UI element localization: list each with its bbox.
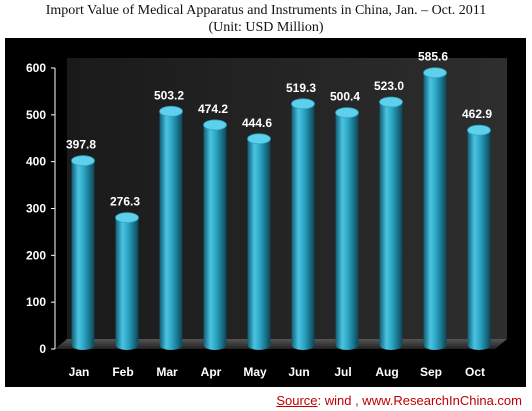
x-tick-label: Jul [334,365,351,379]
bar-top-cap [159,105,183,117]
bar-top-cap [379,96,403,108]
data-label: 585.6 [418,50,448,64]
source-text: : wind , www.ResearchInChina.com [317,393,522,408]
bar-jun [291,98,315,351]
bar-jul [335,107,359,351]
bar-body [71,160,95,350]
bar-body [379,102,403,350]
bar-body [291,103,315,351]
bar-body [203,124,227,350]
data-label: 503.2 [154,88,184,102]
data-label: 474.2 [198,102,228,116]
bar-apr [203,119,227,350]
bar-jan [71,155,95,350]
bar-top-cap [71,155,95,167]
y-tick-label: 200 [26,248,46,262]
bar-body [335,112,359,351]
bar-body [115,217,139,350]
y-tick-label: 400 [26,155,46,169]
bar-may [247,133,271,350]
bar-sep [423,67,447,350]
bar-top-cap [203,119,227,131]
bar-top-cap [291,98,315,110]
x-tick-label: Jan [69,365,90,379]
bar-top-cap [467,124,491,136]
x-tick-label: Feb [112,365,133,379]
data-label: 444.6 [242,116,272,130]
data-label: 519.3 [286,81,316,95]
source-note: Source: wind , www.ResearchInChina.com [276,393,522,408]
chart-title: Import Value of Medical Apparatus and In… [45,3,487,18]
bar-top-cap [115,212,139,223]
data-label: 462.9 [462,107,492,121]
y-tick-label: 0 [39,342,46,356]
bar-body [467,130,491,350]
x-tick-label: Oct [465,365,485,379]
source-label: Source [276,393,318,408]
data-label: 523.0 [374,79,404,93]
x-tick-label: Sep [420,365,442,379]
y-tick-label: 600 [26,61,46,75]
bar-body [247,138,271,350]
bar-body [159,111,183,351]
bar-top-cap [335,107,359,119]
data-label: 397.8 [66,138,96,152]
y-tick-label: 500 [26,108,46,122]
x-tick-label: Jun [288,365,309,379]
y-tick-label: 100 [26,295,46,309]
bar-aug [379,96,403,350]
x-tick-label: Aug [375,365,398,379]
y-tick-label: 300 [26,202,46,216]
data-label: 500.4 [330,90,360,104]
data-label: 276.3 [110,195,140,209]
bar-oct [467,124,491,350]
bar-top-cap [247,133,271,145]
bar-body [423,72,447,350]
bar-top-cap [423,67,447,79]
bar-feb [115,212,139,350]
bar-mar [159,105,183,351]
x-tick-label: Mar [156,365,178,379]
x-tick-label: May [243,365,267,379]
chart-subtitle: (Unit: USD Million) [208,20,324,35]
x-tick-label: Apr [201,365,222,379]
